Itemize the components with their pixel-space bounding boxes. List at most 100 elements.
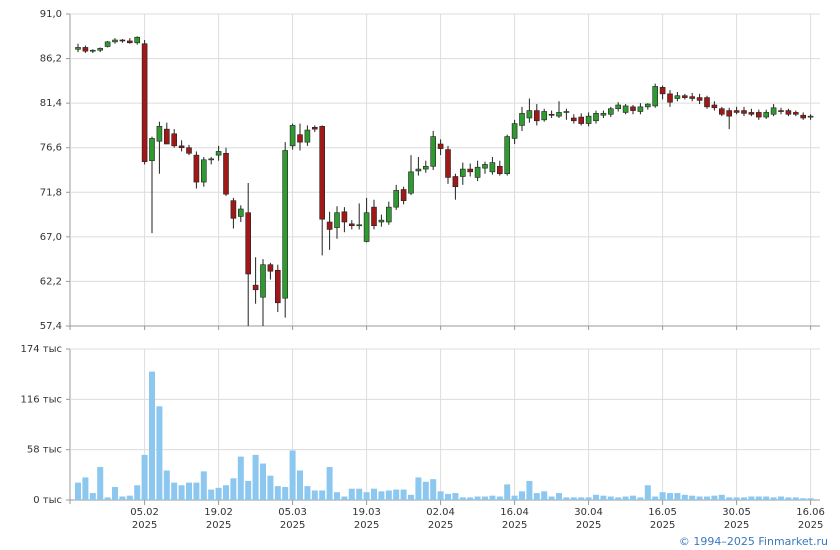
x-tick-label: 30.04	[574, 507, 603, 518]
candle-body	[459, 168, 466, 177]
volume-bar	[156, 406, 163, 500]
volume-bar	[341, 496, 348, 500]
volume-bar	[489, 495, 496, 500]
candle-body	[763, 112, 770, 118]
candle-body	[615, 104, 622, 110]
volume-bar	[718, 494, 725, 500]
volume-bar	[126, 495, 133, 500]
volume-bar	[570, 497, 577, 500]
candle-body	[563, 111, 570, 113]
volume-bar	[452, 493, 459, 500]
volume-bar	[385, 490, 392, 500]
volume-bar	[141, 454, 148, 500]
volume-bar	[526, 480, 533, 500]
candle-body	[733, 110, 740, 113]
candle-body	[578, 116, 585, 124]
volume-bar	[356, 488, 363, 500]
volume-bar	[652, 496, 659, 500]
candle-body	[400, 189, 407, 201]
volume-bar	[422, 481, 429, 500]
candle-body	[718, 108, 725, 115]
volume-bar	[289, 450, 296, 500]
volume-bar	[89, 493, 96, 500]
candle-body	[652, 86, 659, 107]
volume-bar	[659, 492, 666, 500]
candle-body	[748, 112, 755, 115]
volume-bar	[696, 496, 703, 500]
candle-body	[289, 125, 296, 147]
volume-bar	[504, 484, 511, 500]
volume-bar	[193, 482, 200, 500]
volume-bar	[326, 467, 333, 500]
candle-body	[467, 168, 474, 173]
candle-body	[238, 208, 244, 217]
candle-body	[755, 112, 762, 118]
volume-bar	[311, 490, 318, 500]
candle-body	[252, 284, 259, 291]
candle-body	[127, 40, 133, 44]
candle-body	[630, 106, 636, 111]
candle-body	[807, 115, 814, 118]
volume-bar	[215, 487, 222, 500]
x-tick-label: 2025	[798, 520, 823, 531]
candle-body	[585, 115, 592, 124]
x-tick-label: 2025	[576, 520, 601, 531]
candle-body	[215, 151, 222, 156]
volume-bar	[667, 493, 673, 500]
volume-bar	[607, 496, 614, 500]
candle-body	[341, 211, 348, 223]
volume-bar	[482, 496, 488, 500]
candle-body	[607, 108, 614, 115]
y-tick-label: 71,8	[40, 187, 62, 198]
volume-bar	[334, 492, 340, 500]
volume-bar	[733, 497, 740, 500]
y-tick-label: 67,0	[40, 232, 62, 243]
y-tick-label: 116 тыс	[21, 394, 62, 405]
candle-body	[274, 269, 281, 304]
x-tick-label: 2025	[206, 520, 231, 531]
volume-bar	[430, 479, 437, 500]
candle-body	[800, 114, 807, 119]
volume-bar	[519, 491, 525, 500]
x-tick-label: 2025	[280, 520, 305, 531]
candle-body	[533, 110, 540, 122]
candle-body	[193, 154, 200, 183]
candle-body	[659, 87, 666, 95]
candle-body	[711, 104, 718, 109]
volume-bar	[97, 467, 104, 500]
candle-body	[119, 39, 126, 42]
x-tick-label: 2025	[502, 520, 527, 531]
x-tick-label: 2025	[428, 520, 453, 531]
candle-body	[644, 103, 651, 108]
volume-bar	[459, 497, 466, 500]
candle-body	[482, 164, 488, 169]
candle-body	[600, 113, 607, 116]
volume-bar	[208, 489, 215, 500]
volume-bar	[445, 493, 451, 500]
volume-bar	[82, 477, 89, 500]
candle-body	[696, 97, 703, 101]
footer: © 1994–2025 Finmarket.ru	[679, 535, 828, 548]
candle-body	[348, 223, 355, 227]
volume-bar	[681, 494, 688, 500]
candle-body	[726, 110, 733, 117]
candle-body	[474, 166, 481, 178]
x-tick-label: 05.02	[130, 507, 159, 518]
volume-bar	[112, 486, 118, 500]
volume-bar	[171, 482, 178, 500]
volume-bar	[593, 494, 599, 500]
candle-body	[556, 112, 562, 117]
candle-body	[422, 165, 429, 170]
candle-body	[178, 145, 185, 149]
volume-bar	[252, 454, 259, 500]
volume-bar	[541, 491, 548, 500]
candle-body	[741, 110, 747, 114]
volume-bar	[563, 497, 570, 500]
candle-body	[82, 47, 89, 52]
volume-bar	[467, 497, 474, 500]
y-tick-label: 57,4	[40, 321, 62, 332]
candle-body	[230, 200, 237, 219]
volume-bar	[119, 496, 126, 500]
candle-body	[489, 162, 496, 173]
